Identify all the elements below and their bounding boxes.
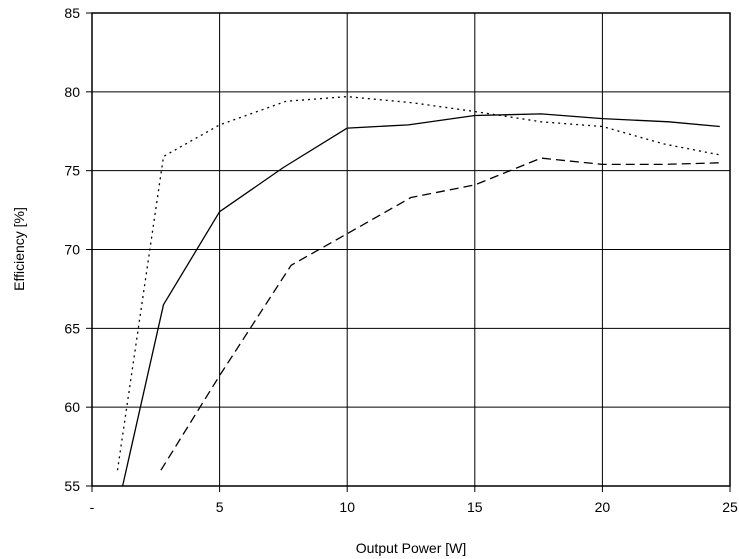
series-line-solid [121, 113, 720, 487]
y-tick-label: 55 [64, 478, 80, 494]
y-tick-label: 80 [64, 84, 80, 100]
x-tick-label: 25 [722, 499, 738, 515]
y-tick-labels: 55 60 65 70 75 80 85 [64, 5, 80, 494]
x-tick-labels: - 5 10 15 20 25 [90, 499, 738, 515]
x-tick-label: 5 [216, 499, 224, 515]
tick-marks [86, 12, 731, 492]
y-tick-label: 85 [64, 5, 80, 21]
x-axis-title: Output Power [W] [356, 540, 466, 556]
x-tick-label: - [90, 499, 95, 515]
grid-lines [92, 13, 730, 486]
y-tick-label: 75 [64, 163, 80, 179]
y-axis-title: Efficiency [%] [11, 207, 27, 291]
x-tick-label: 15 [467, 499, 483, 515]
series-line-dashed [160, 157, 720, 471]
y-tick-label: 70 [64, 242, 80, 258]
series-layer [116, 95, 720, 487]
y-tick-label: 60 [64, 399, 80, 415]
y-tick-label: 65 [64, 320, 80, 336]
x-tick-label: 10 [339, 499, 355, 515]
x-tick-label: 20 [595, 499, 611, 515]
